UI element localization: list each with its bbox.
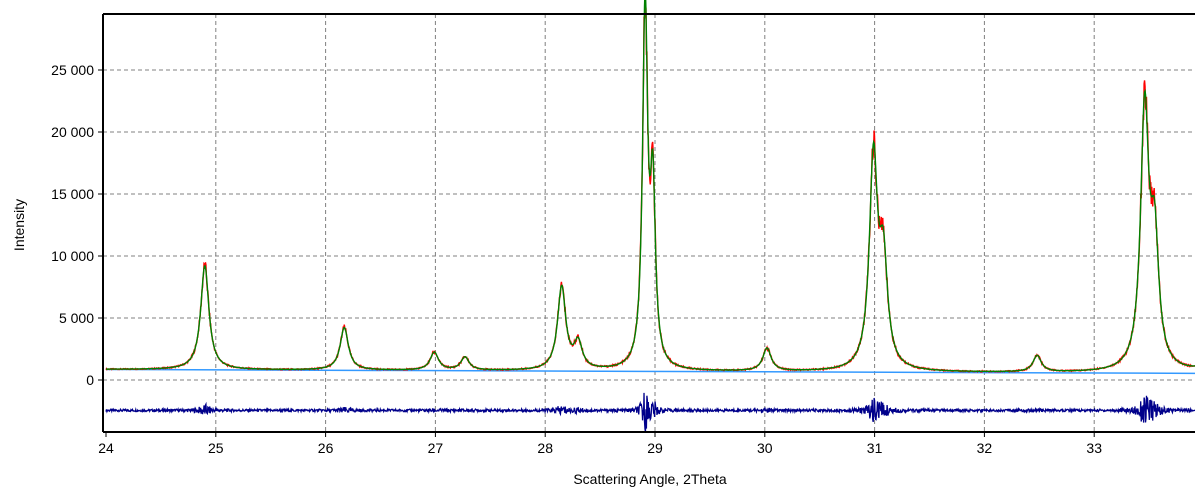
background-line [105,368,1195,375]
x-axis-title: Scattering Angle, 2Theta [573,471,727,487]
calculated-line [106,0,1195,373]
x-tick-label: 30 [757,440,773,456]
y-axis-title: Intensity [11,199,27,251]
y-tick-label: 5 000 [59,310,94,326]
x-tick-label: 28 [537,440,553,456]
x-tick-label: 32 [977,440,993,456]
y-tick-label: 0 [86,372,94,388]
y-tick-label: 10 000 [51,248,94,264]
y-tick-label: 15 000 [51,186,94,202]
y-tick-label: 20 000 [51,124,94,140]
x-tick-label: 27 [428,440,444,456]
x-tick-label: 24 [98,440,114,456]
y-tick-label: 25 000 [51,62,94,78]
grid-lines [103,14,1195,432]
axes [98,13,1195,437]
x-tick-label: 26 [318,440,334,456]
x-tick-label: 29 [647,440,663,456]
x-tick-label: 33 [1086,440,1102,456]
observed-line [105,7,1195,374]
difference-line [105,392,1195,432]
x-tick-label: 31 [867,440,883,456]
x-tick-label: 25 [208,440,224,456]
series-layer [105,0,1195,432]
